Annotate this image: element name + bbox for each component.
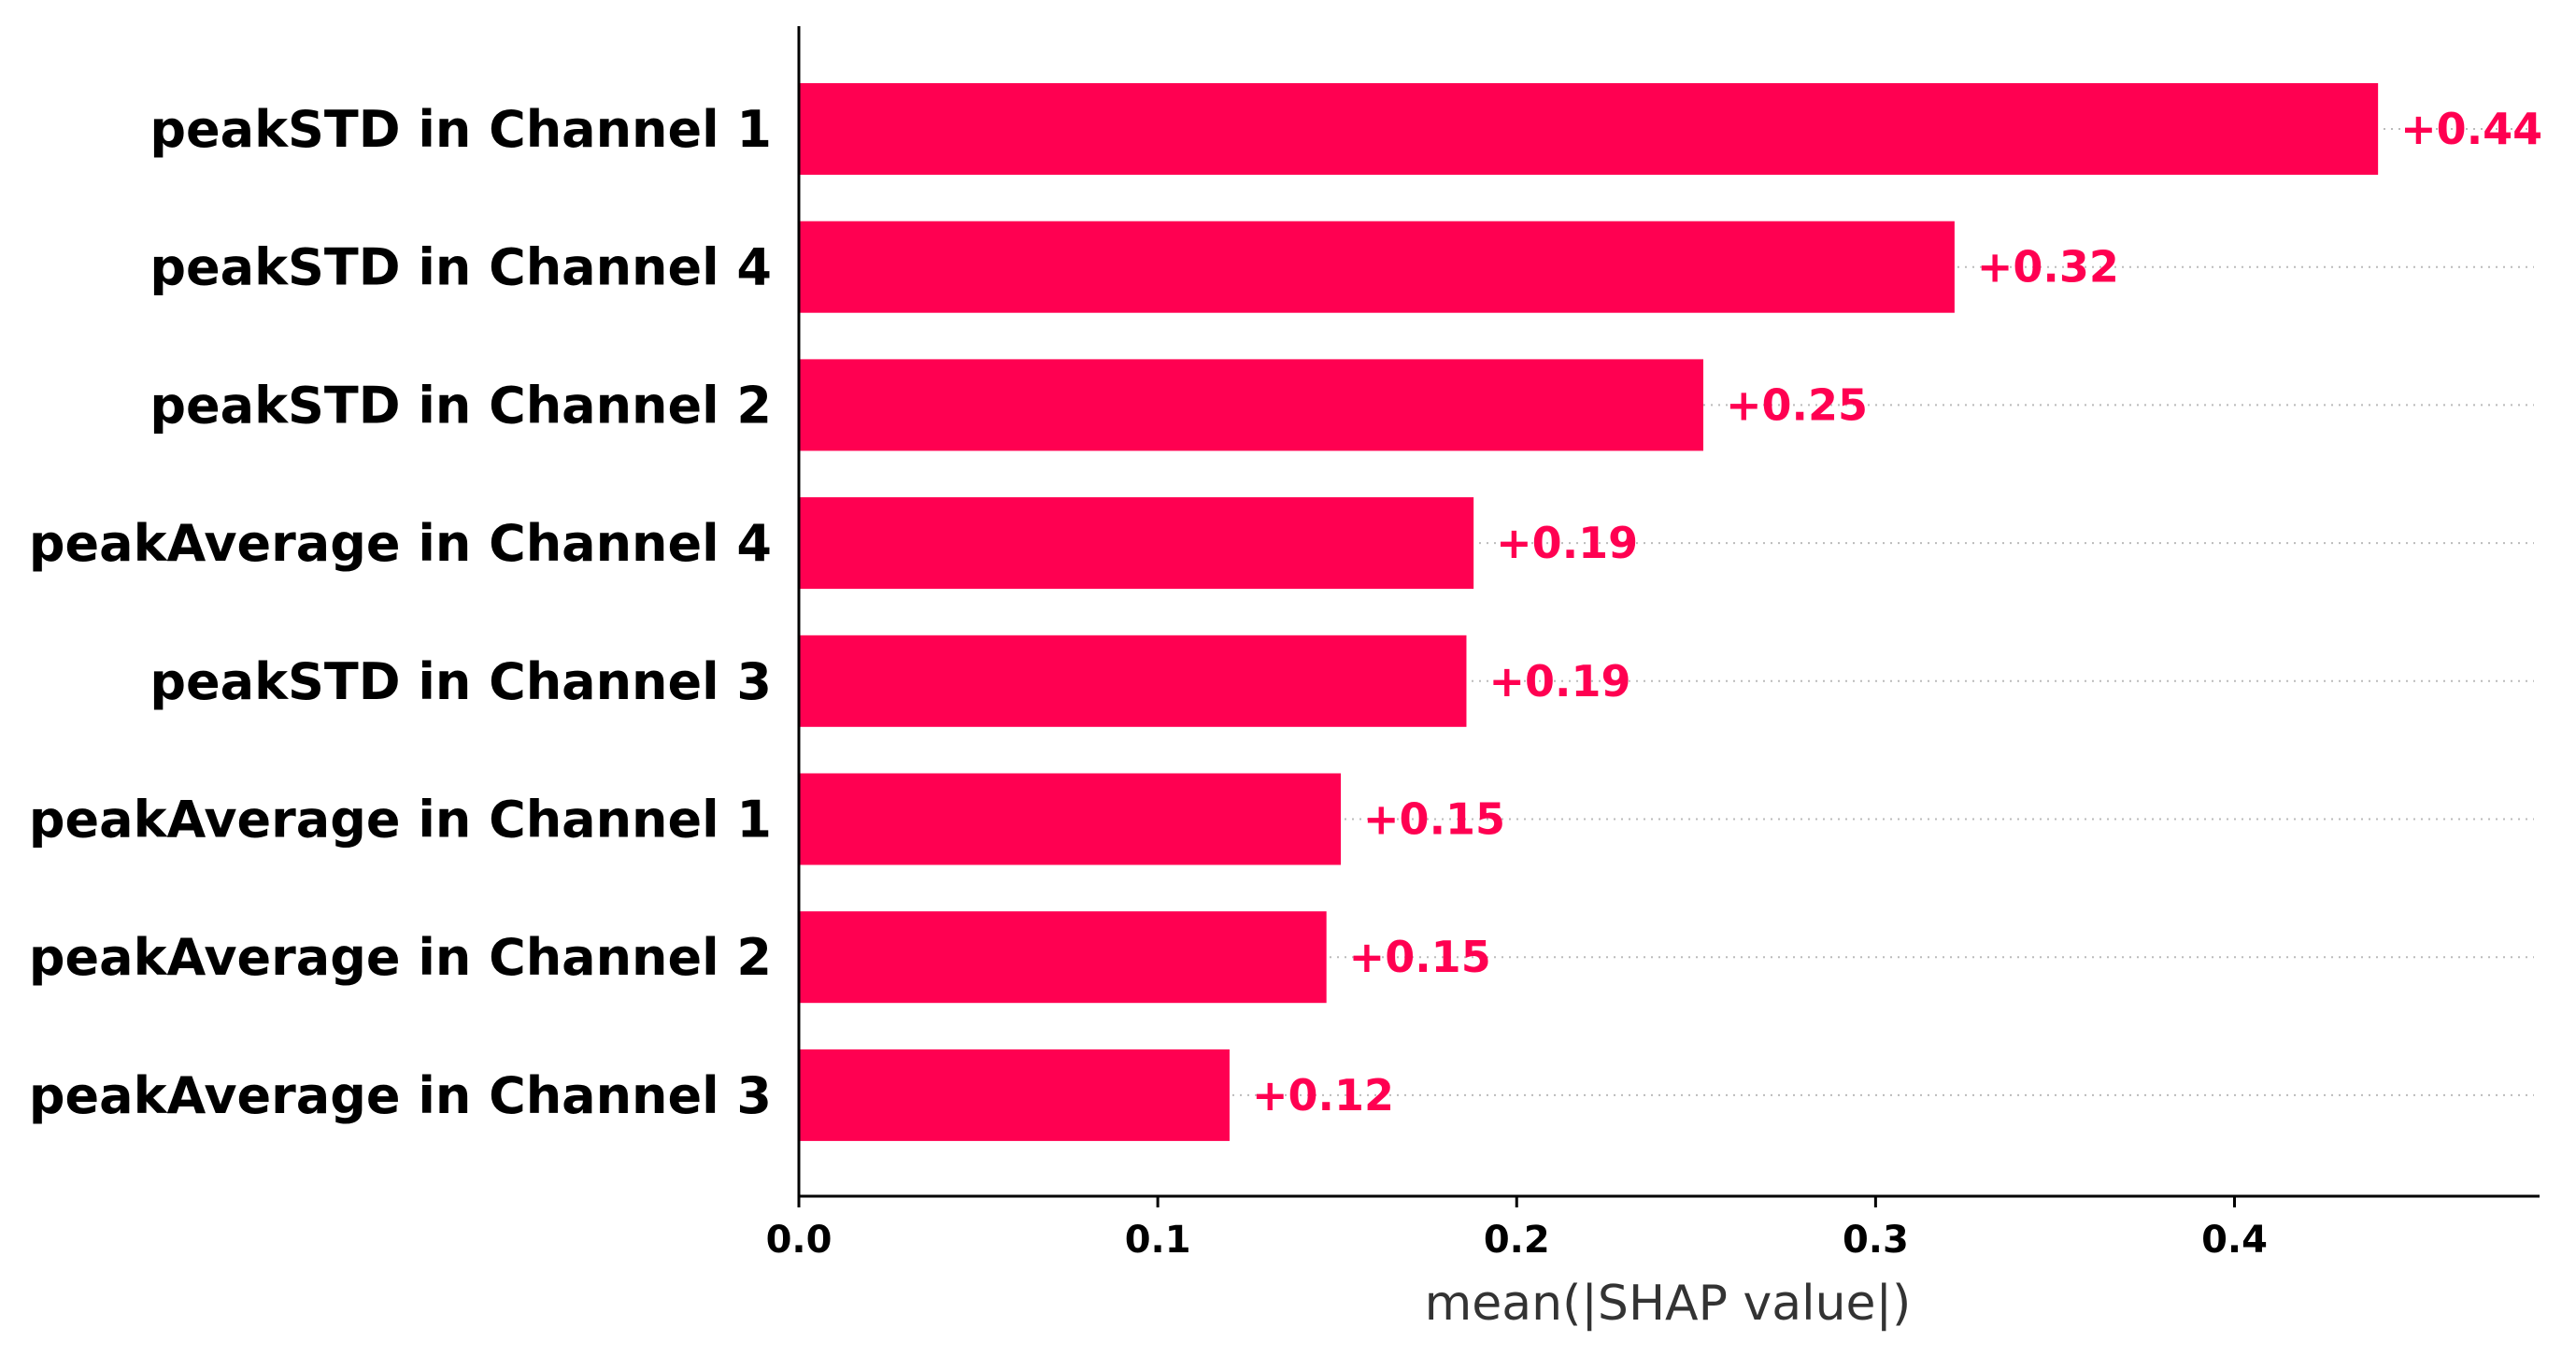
x-axis-label: mean(|SHAP value|) (1425, 1276, 1912, 1332)
bars (799, 83, 2379, 1141)
value-label: +0.19 (1488, 656, 1630, 707)
bar (799, 497, 1474, 590)
category-label: peakAverage in Channel 4 (29, 514, 772, 573)
x-tick-label: 0.0 (766, 1219, 833, 1262)
value-label: +0.15 (1349, 932, 1491, 982)
bar (799, 911, 1327, 1004)
bar (799, 635, 1467, 727)
bar (799, 773, 1342, 865)
x-tick-label: 0.4 (2201, 1219, 2268, 1262)
bar (799, 221, 1955, 313)
value-label: +0.12 (1252, 1070, 1394, 1120)
axes (797, 26, 2540, 1198)
value-label: +0.15 (1363, 794, 1505, 845)
category-label: peakAverage in Channel 1 (29, 791, 772, 849)
value-label: +0.44 (2400, 104, 2542, 154)
category-label: peakSTD in Channel 1 (149, 100, 772, 159)
bar (799, 83, 2379, 175)
category-labels: peakSTD in Channel 1 peakSTD in Channel 4… (29, 100, 772, 1125)
category-label: peakAverage in Channel 3 (29, 1066, 772, 1125)
x-tick-label: 0.1 (1125, 1219, 1191, 1262)
bar (799, 1049, 1230, 1141)
x-tick-label: 0.2 (1484, 1219, 1550, 1262)
value-label: +0.25 (1726, 379, 1868, 430)
x-tick-label: 0.3 (1843, 1219, 1909, 1262)
bar (799, 359, 1703, 451)
category-label: peakSTD in Channel 4 (149, 238, 772, 297)
value-label: +0.19 (1496, 518, 1638, 568)
category-label: peakAverage in Channel 2 (29, 928, 772, 987)
category-label: peakSTD in Channel 2 (149, 376, 772, 435)
category-label: peakSTD in Channel 3 (149, 652, 772, 711)
value-labels: +0.44 +0.32 +0.25 +0.19 +0.19 +0.15 +0.15 +0.12 (1252, 104, 2542, 1120)
value-label: +0.32 (1977, 242, 2119, 293)
x-ticks: 0.0 0.1 0.2 0.3 0.4 (766, 1196, 2268, 1262)
